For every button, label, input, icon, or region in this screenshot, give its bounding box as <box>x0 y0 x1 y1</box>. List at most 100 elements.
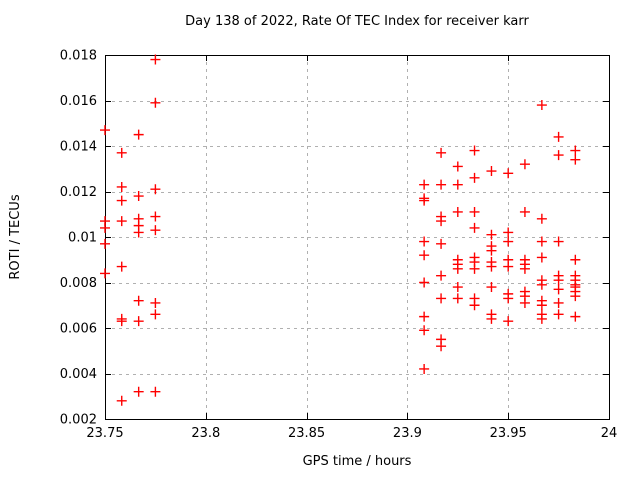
data-point-marker <box>150 54 161 65</box>
x-tick-label: 24 <box>601 426 618 441</box>
data-point-marker <box>436 216 447 227</box>
data-point-marker <box>116 395 127 406</box>
data-point-marker <box>116 147 127 158</box>
x-axis-label: GPS time / hours <box>302 454 412 469</box>
x-tick-label: 23.85 <box>288 426 325 441</box>
data-point-marker <box>452 206 463 217</box>
data-point-marker <box>100 268 110 279</box>
data-point-marker <box>436 179 447 190</box>
data-point-marker <box>570 154 581 165</box>
data-point-marker <box>150 97 161 108</box>
data-point-marker <box>419 311 430 322</box>
data-point-marker <box>100 222 110 233</box>
data-point-marker <box>150 184 161 195</box>
data-point-marker <box>419 250 430 261</box>
data-point-marker <box>553 309 564 320</box>
y-tick-label: 0.002 <box>60 413 97 428</box>
data-point-marker <box>436 293 447 304</box>
y-tick-label: 0.004 <box>60 367 97 382</box>
data-point-marker <box>419 325 430 336</box>
data-point-marker <box>536 300 547 311</box>
data-point-marker <box>536 279 547 290</box>
data-point-marker <box>570 311 581 322</box>
data-point-marker <box>116 316 127 327</box>
x-tick-label: 23.8 <box>191 426 220 441</box>
data-point-marker <box>133 227 144 238</box>
data-point-marker <box>469 145 480 156</box>
data-point-marker <box>133 316 144 327</box>
data-point-marker <box>553 275 564 286</box>
data-point-marker <box>419 195 430 206</box>
data-point-marker <box>150 225 161 236</box>
data-point-marker <box>503 227 514 238</box>
data-point-marker <box>536 236 547 247</box>
data-point-marker <box>486 245 497 256</box>
data-point-marker <box>419 179 430 190</box>
data-point-marker <box>503 316 514 327</box>
x-tick-label: 23.95 <box>490 426 527 441</box>
data-point-marker <box>486 229 497 240</box>
data-point-marker <box>503 293 514 304</box>
data-point-marker <box>419 277 430 288</box>
data-point-marker <box>436 238 447 249</box>
data-point-marker <box>536 313 547 324</box>
data-point-marker <box>150 211 161 222</box>
data-point-marker <box>519 297 530 308</box>
data-point-marker <box>536 252 547 263</box>
data-point-marker <box>116 216 127 227</box>
data-point-marker <box>486 166 497 177</box>
data-point-marker <box>452 161 463 172</box>
data-point-marker <box>419 236 430 247</box>
data-point-marker <box>519 159 530 170</box>
data-point-marker <box>486 313 497 324</box>
y-tick-label: 0.018 <box>60 49 97 64</box>
data-point-marker <box>553 236 564 247</box>
data-point-marker <box>469 263 480 274</box>
y-tick-label: 0.014 <box>60 140 97 155</box>
data-point-marker <box>519 206 530 217</box>
data-point-marker <box>519 263 530 274</box>
data-point-marker <box>570 291 581 302</box>
data-point-marker <box>469 300 480 311</box>
data-point-marker <box>436 270 447 281</box>
y-tick-label: 0.008 <box>60 276 97 291</box>
data-point-marker <box>452 263 463 274</box>
y-tick-label: 0.006 <box>60 322 97 337</box>
data-point-marker <box>133 129 144 140</box>
data-point-marker <box>133 295 144 306</box>
data-point-marker <box>486 282 497 293</box>
data-point-marker <box>436 341 447 352</box>
data-point-marker <box>536 100 547 111</box>
data-point-marker <box>100 125 110 136</box>
y-tick-label: 0.01 <box>68 231 97 246</box>
data-point-marker <box>503 261 514 272</box>
data-point-marker <box>452 282 463 293</box>
data-point-marker <box>536 213 547 224</box>
data-point-marker <box>452 293 463 304</box>
data-point-marker <box>436 147 447 158</box>
data-point-marker <box>133 191 144 202</box>
data-point-marker <box>116 195 127 206</box>
data-point-marker <box>419 363 430 374</box>
data-point-marker <box>553 284 564 295</box>
data-point-marker <box>133 386 144 397</box>
data-point-marker <box>452 179 463 190</box>
x-tick-label: 23.9 <box>393 426 422 441</box>
data-point-marker <box>503 236 514 247</box>
data-point-marker <box>116 261 127 272</box>
data-point-marker <box>150 309 161 320</box>
data-point-marker <box>553 150 564 161</box>
data-point-marker <box>570 254 581 265</box>
data-point-marker <box>486 261 497 272</box>
data-point-marker <box>570 145 581 156</box>
chart-title: Day 138 of 2022, Rate Of TEC Index for r… <box>185 14 529 29</box>
y-tick-label: 0.016 <box>60 94 97 109</box>
data-point-marker <box>150 386 161 397</box>
data-point-marker <box>469 222 480 233</box>
data-point-marker <box>469 172 480 183</box>
data-point-marker <box>469 206 480 217</box>
y-tick-label: 0.012 <box>60 185 97 200</box>
data-point-marker <box>553 297 564 308</box>
